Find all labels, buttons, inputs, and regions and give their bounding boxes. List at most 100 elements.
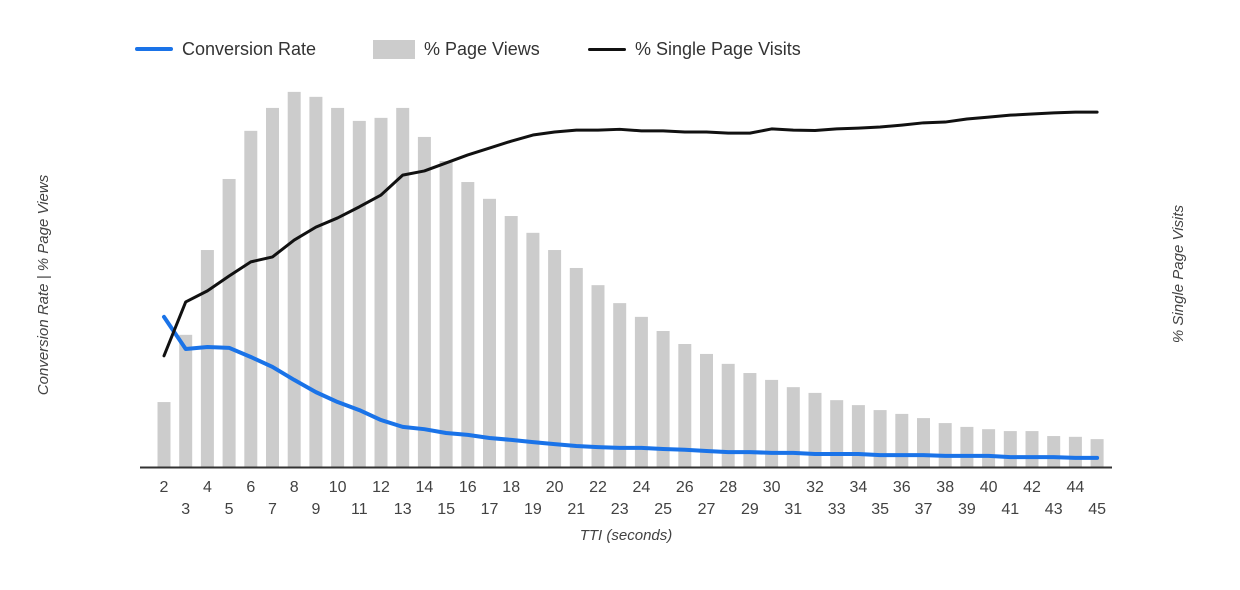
x-tick-label: 20 xyxy=(546,479,564,496)
x-tick-label: 34 xyxy=(850,479,868,496)
bar-page-views xyxy=(656,331,670,467)
bar-page-views xyxy=(895,413,909,467)
bar-page-views xyxy=(266,107,279,468)
bar-page-views xyxy=(960,426,974,467)
x-tick-label: 43 xyxy=(1045,501,1063,518)
x-tick-label: 35 xyxy=(871,501,889,518)
legend-item-conversion-rate: Conversion Rate xyxy=(135,38,316,60)
legend-item-page-views: % Page Views xyxy=(373,38,540,60)
x-tick-label: 41 xyxy=(1001,501,1019,518)
x-axis-title: TTI (seconds) xyxy=(580,527,673,544)
bar-page-views xyxy=(1025,431,1039,467)
chart-legend: Conversion Rate % Page Views % Single Pa… xyxy=(0,0,1240,70)
bar-page-views xyxy=(982,429,996,467)
bar-page-views xyxy=(222,178,236,468)
x-tick-label: 22 xyxy=(589,479,607,496)
bar-page-views xyxy=(830,400,844,467)
bar-page-views xyxy=(200,250,214,467)
bar-page-views xyxy=(461,182,475,467)
bar-page-views xyxy=(743,373,757,467)
x-tick-label: 30 xyxy=(763,479,781,496)
x-tick-label: 33 xyxy=(828,501,846,518)
bar-page-views xyxy=(873,410,887,467)
x-tick-label: 9 xyxy=(311,501,320,518)
x-tick-label: 4 xyxy=(203,479,212,496)
x-tick-label: 32 xyxy=(806,479,824,496)
bar-page-views xyxy=(1003,431,1017,467)
x-tick-label: 14 xyxy=(416,479,434,496)
bar-page-views xyxy=(374,117,388,468)
x-tick-label: 27 xyxy=(698,501,716,518)
bar-page-views xyxy=(179,334,193,467)
bar-page-views xyxy=(1068,436,1082,467)
x-tick-label: 8 xyxy=(290,479,299,496)
legend-label-conversion-rate: Conversion Rate xyxy=(182,38,317,59)
x-tick-label: 16 xyxy=(459,479,477,496)
bar-page-views xyxy=(678,343,692,467)
legend-item-single-page-visits: % Single Page Visits xyxy=(588,38,801,60)
bar-page-views xyxy=(439,161,453,467)
bar-page-views xyxy=(591,285,605,467)
x-tick-label: 3 xyxy=(181,501,190,518)
x-tick-label: 23 xyxy=(611,501,629,518)
x-tick-label: 12 xyxy=(372,479,390,496)
bar-page-views xyxy=(157,402,171,467)
bar-page-views xyxy=(917,418,930,467)
conversion-rate-line xyxy=(162,314,1100,460)
x-tick-label: 10 xyxy=(329,479,347,496)
x-tick-label: 15 xyxy=(437,501,455,518)
legend-label-single-page-visits: % Single Page Visits xyxy=(635,38,801,59)
bar-page-views xyxy=(244,130,258,467)
bar-page-views xyxy=(721,363,735,467)
x-tick-label: 19 xyxy=(524,501,542,518)
legend-swatch-page-views xyxy=(373,39,415,59)
bar-page-views xyxy=(287,91,301,467)
x-tick-label: 28 xyxy=(719,479,737,496)
bar-page-views xyxy=(569,267,583,467)
x-tick-label: 31 xyxy=(784,501,802,518)
bar-page-views xyxy=(1047,436,1061,467)
bar-page-views xyxy=(309,96,323,467)
legend-swatch-single-page-visits xyxy=(588,47,626,51)
bar-page-views xyxy=(808,392,822,467)
bar-page-views xyxy=(786,387,800,467)
x-tick-label: 17 xyxy=(481,501,499,518)
x-tick-label: 36 xyxy=(893,479,911,496)
x-tick-label: 7 xyxy=(268,501,277,518)
bar-page-views xyxy=(504,216,518,467)
x-tick-label: 5 xyxy=(225,501,234,518)
y-axis-title-right: % Single Page Visits xyxy=(1170,204,1187,343)
bar-page-views xyxy=(1090,439,1104,467)
x-tick-label: 37 xyxy=(915,501,933,518)
bar-page-views xyxy=(417,136,431,467)
legend-swatch-conversion-rate xyxy=(135,47,173,51)
x-tick-label: 42 xyxy=(1023,479,1041,496)
bar-page-views xyxy=(331,107,345,468)
bar-page-views xyxy=(765,379,779,467)
bar-page-views xyxy=(396,107,410,468)
bar-page-views xyxy=(483,198,496,467)
bar-page-views xyxy=(548,250,562,467)
x-tick-label: 6 xyxy=(246,479,255,496)
x-tick-label: 13 xyxy=(394,501,412,518)
x-tick-label: 29 xyxy=(741,501,759,518)
x-tick-label: 21 xyxy=(567,501,585,518)
x-tick-label: 45 xyxy=(1088,501,1106,518)
x-tick-label: 26 xyxy=(676,479,694,496)
x-tick-label: 44 xyxy=(1067,479,1085,496)
x-tick-label: 40 xyxy=(980,479,998,496)
bar-page-views xyxy=(526,232,540,467)
x-tick-label: 38 xyxy=(936,479,954,496)
bar-page-views xyxy=(352,120,366,468)
x-tick-label: 2 xyxy=(160,479,169,496)
bar-page-views xyxy=(700,353,713,467)
x-tick-label: 24 xyxy=(633,479,651,496)
single-page-visits-line xyxy=(162,110,1099,358)
bar-page-views xyxy=(938,423,952,467)
y-axis-title-left: Conversion Rate | % Page Views xyxy=(35,174,52,395)
bar-page-views xyxy=(613,303,627,467)
bar-page-views xyxy=(634,316,648,467)
x-tick-label: 25 xyxy=(654,501,672,518)
